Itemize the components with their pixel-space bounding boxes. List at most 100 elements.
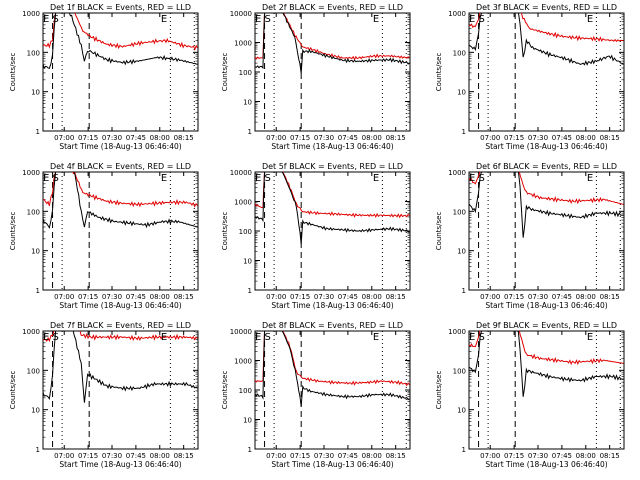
x-tick-label: 08:15	[174, 293, 194, 301]
x-tick-label: 07:00	[266, 293, 286, 301]
detector-panel-3: Det 3f BLACK = Events, RED = LLD 1 10 100 10…	[435, 3, 625, 151]
event-marker-label: S	[479, 173, 485, 184]
event-marker-label: S	[479, 332, 485, 343]
x-tick-label: 07:15	[504, 134, 524, 142]
event-marker-label: E	[43, 332, 49, 343]
x-tick-label: 07:00	[480, 452, 500, 460]
lld-series-line	[469, 172, 624, 205]
x-tick-label: 07:30	[314, 293, 334, 301]
event-marker-label: E	[255, 332, 261, 343]
event-marker-label: E	[373, 173, 379, 184]
x-axis-label: Start Time (18-Aug-13 06:46:40)	[59, 460, 181, 469]
event-marker-label: E	[255, 173, 261, 184]
plot-frame	[254, 330, 411, 450]
event-marker-label: E	[373, 14, 379, 25]
x-tick-label: 08:00	[576, 452, 596, 460]
panel-title: Det 1f BLACK = Events, RED = LLD	[50, 3, 191, 12]
x-tick-label: 07:45	[126, 293, 146, 301]
lld-series-line	[255, 331, 410, 387]
y-tick-label: 1	[462, 287, 466, 295]
y-tick-label: 10	[243, 99, 252, 107]
event-marker-label: S	[265, 332, 271, 343]
x-tick-label: 07:00	[480, 134, 500, 142]
detector-panel-6: Det 6f BLACK = Events, RED = LLD 1 10 100 10…	[435, 162, 625, 310]
x-tick-label: 07:15	[78, 293, 98, 301]
x-tick-label: 07:45	[552, 452, 572, 460]
y-tick-label: 100	[453, 208, 466, 216]
x-axis-label: Start Time (18-Aug-13 06:46:40)	[271, 142, 393, 151]
y-tick-label: 1000	[234, 199, 252, 207]
panel-title: Det 3f BLACK = Events, RED = LLD	[476, 3, 617, 12]
y-tick-label: 1	[36, 128, 40, 136]
x-tick-label: 07:00	[54, 452, 74, 460]
event-marker-label: S	[265, 14, 271, 25]
event-marker-label: E	[587, 332, 593, 343]
y-axis-label: Counts/sec	[221, 212, 229, 251]
event-marker-label: E	[161, 173, 167, 184]
detector-panel-7: Det 7f BLACK = Events, RED = LLD 1 10 100 10…	[9, 321, 199, 469]
event-marker-label: E	[255, 14, 261, 25]
x-tick-label: 07:30	[314, 452, 334, 460]
y-tick-label: 100	[27, 208, 40, 216]
x-tick-label: 07:45	[552, 293, 572, 301]
x-tick-label: 07:30	[528, 293, 548, 301]
y-tick-label: 1000	[448, 169, 466, 177]
y-tick-label: 1	[248, 287, 252, 295]
plot-frame	[42, 12, 199, 132]
panel-title: Det 2f BLACK = Events, RED = LLD	[262, 3, 403, 12]
x-axis-label: Start Time (18-Aug-13 06:46:40)	[485, 142, 607, 151]
plot-frame	[468, 171, 625, 291]
panel-title: Det 6f BLACK = Events, RED = LLD	[476, 162, 617, 171]
y-axis-label: Counts/sec	[221, 53, 229, 92]
y-axis-label: Counts/sec	[435, 371, 443, 410]
lld-series-line	[255, 13, 410, 61]
y-axis-label: Counts/sec	[435, 53, 443, 92]
y-tick-label: 10	[457, 407, 466, 415]
y-tick-label: 1	[462, 128, 466, 136]
y-tick-label: 1	[248, 446, 252, 454]
x-tick-label: 07:00	[54, 134, 74, 142]
x-axis-label: Start Time (18-Aug-13 06:46:40)	[59, 142, 181, 151]
event-marker-label: S	[53, 332, 59, 343]
y-tick-label: 100	[239, 228, 252, 236]
detector-panel-1: Det 1f BLACK = Events, RED = LLD 1 10 100 10…	[9, 3, 199, 151]
x-tick-label: 07:00	[266, 452, 286, 460]
y-tick-label: 100	[453, 367, 466, 375]
y-tick-label: 100	[453, 49, 466, 57]
lld-series-line	[469, 13, 624, 43]
x-tick-label: 08:15	[600, 452, 620, 460]
y-tick-label: 10	[457, 89, 466, 97]
x-tick-label: 07:15	[78, 452, 98, 460]
events-series-line	[255, 172, 410, 245]
y-tick-label: 10	[31, 407, 40, 415]
x-tick-label: 08:00	[362, 134, 382, 142]
y-tick-label: 1000	[22, 169, 40, 177]
x-tick-label: 07:15	[290, 134, 310, 142]
y-axis-label: Counts/sec	[9, 53, 17, 92]
x-tick-label: 07:45	[338, 452, 358, 460]
y-tick-label: 100	[27, 367, 40, 375]
x-tick-label: 07:00	[54, 293, 74, 301]
y-tick-label: 1	[36, 287, 40, 295]
x-tick-label: 07:15	[290, 452, 310, 460]
x-tick-label: 07:30	[528, 452, 548, 460]
x-tick-label: 08:15	[174, 452, 194, 460]
x-tick-label: 07:15	[504, 293, 524, 301]
event-marker-label: S	[479, 14, 485, 25]
x-tick-label: 07:15	[290, 293, 310, 301]
events-series-line	[43, 331, 198, 403]
x-tick-label: 07:30	[102, 293, 122, 301]
x-tick-label: 08:00	[576, 134, 596, 142]
event-marker-label: E	[469, 14, 475, 25]
event-marker-label: E	[43, 14, 49, 25]
events-series-line	[43, 172, 198, 229]
events-series-line	[469, 331, 624, 397]
y-tick-label: 1	[462, 446, 466, 454]
plot-frame	[254, 171, 411, 291]
y-tick-label: 100	[239, 387, 252, 395]
x-axis-label: Start Time (18-Aug-13 06:46:40)	[271, 301, 393, 310]
panel-title: Det 7f BLACK = Events, RED = LLD	[50, 321, 191, 330]
events-series-line	[469, 13, 624, 66]
x-tick-label: 07:45	[552, 134, 572, 142]
